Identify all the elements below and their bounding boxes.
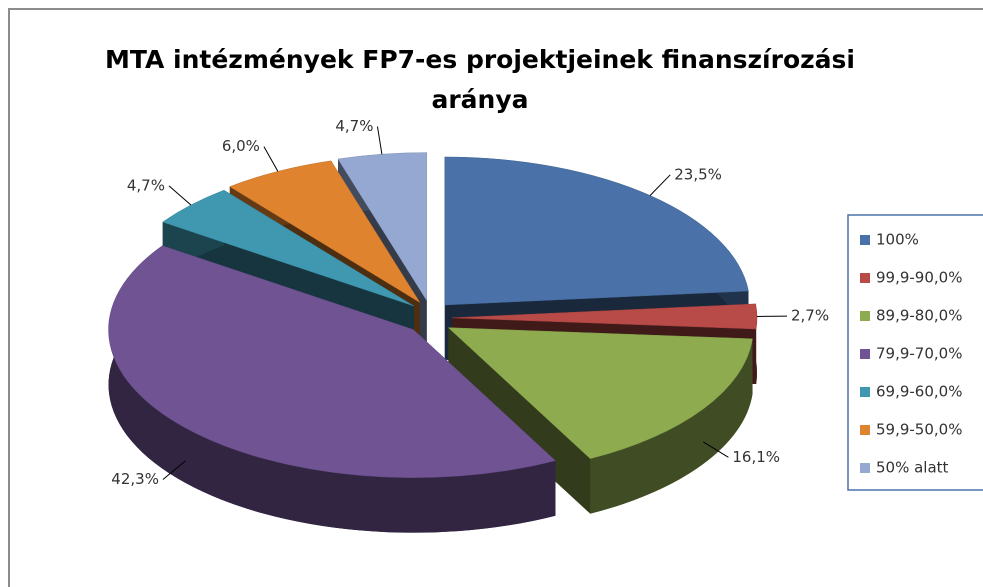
leader-line [168, 185, 192, 206]
slice-top [162, 189, 415, 307]
legend-swatch [860, 311, 870, 321]
legend-label: 69,9-60,0% [876, 383, 962, 401]
chart-title: MTA intézmények FP7-es projektjeinek fin… [104, 45, 855, 114]
legend-swatch [860, 387, 870, 397]
pie-slice [108, 245, 556, 533]
data-label: 6,0% [222, 137, 260, 155]
slice-top [447, 327, 753, 459]
data-label: 4,7% [335, 117, 373, 135]
legend-swatch [860, 425, 870, 435]
legend-label: 89,9-80,0% [876, 307, 962, 325]
slice-top [444, 156, 749, 306]
data-label: 42,3% [111, 470, 159, 488]
leader-line [703, 441, 729, 458]
legend-swatch [860, 273, 870, 283]
data-label: 16,1% [732, 448, 780, 466]
legend-label: 79,9-70,0% [876, 345, 962, 363]
data-label: 23,5% [674, 165, 722, 183]
legend-label: 59,9-50,0% [876, 421, 962, 439]
slice-top [229, 160, 420, 303]
slice-top [337, 152, 428, 302]
leader-line [263, 146, 279, 172]
legend-swatch [860, 463, 870, 473]
legend-label: 50% alatt [876, 459, 949, 477]
leader-line [162, 460, 186, 480]
legend-box [847, 214, 983, 491]
legend-label: 100% [876, 231, 919, 249]
legend-label: 99,9-90,0% [876, 269, 962, 287]
slice-side [590, 338, 753, 514]
slice-top [108, 245, 556, 478]
legend-swatch [860, 349, 870, 359]
legend-swatch [860, 235, 870, 245]
leader-line [376, 126, 383, 155]
slice-side [108, 245, 556, 533]
data-label: 2,7% [791, 307, 829, 325]
pie-slice [447, 327, 753, 514]
data-label: 4,7% [127, 176, 165, 194]
leader-line [649, 174, 671, 196]
